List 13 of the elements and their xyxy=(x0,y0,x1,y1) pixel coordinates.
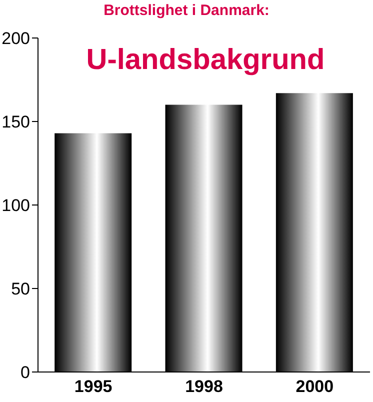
bar xyxy=(165,104,242,372)
x-tick-label: 2000 xyxy=(296,377,334,396)
y-tick-label: 0 xyxy=(20,363,30,382)
y-tick-label: 100 xyxy=(2,196,30,216)
bar xyxy=(276,93,353,372)
y-tick-label: 50 xyxy=(11,280,30,299)
bar xyxy=(54,133,132,372)
x-tick-label: 1995 xyxy=(74,377,112,396)
y-tick-label: 150 xyxy=(2,112,30,132)
y-tick-label: 200 xyxy=(2,29,30,48)
chart-title: Brottslighet i Danmark: xyxy=(102,2,270,19)
chart-subtitle: U-landsbakgrund xyxy=(85,44,326,77)
x-tick-label: 1998 xyxy=(185,377,223,396)
